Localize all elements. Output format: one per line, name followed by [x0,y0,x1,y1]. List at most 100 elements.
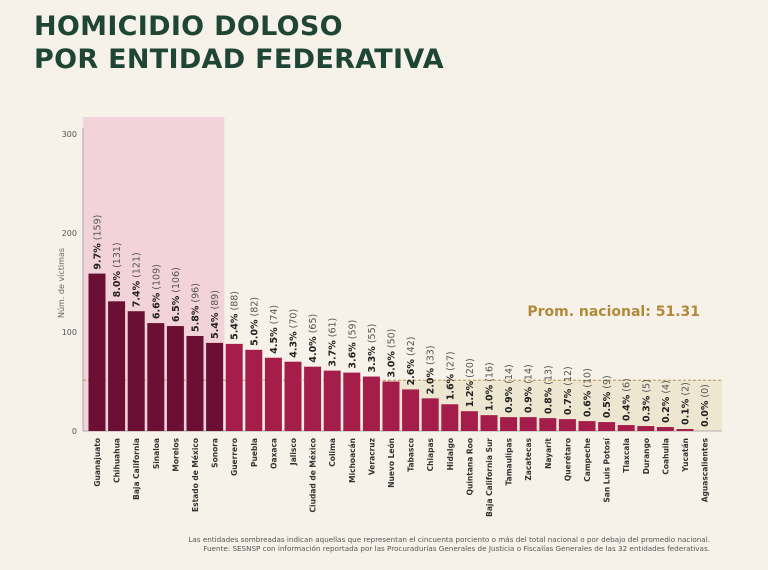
data-label: 4.0% (65) [308,314,319,363]
count-label: (59) [347,320,358,343]
percent-label: 0.4% [622,394,633,421]
count-label: (74) [269,305,280,328]
bar-chihuahua [108,301,126,431]
percent-label: 0.0% [700,400,711,427]
x-tick-label: Tabasco [407,438,416,472]
x-tick-label: Sonora [211,438,220,468]
count-label: (16) [485,362,496,385]
page-title: HOMICIDIO DOLOSO POR ENTIDAD FEDERATIVA [34,10,444,76]
percent-label: 0.2% [661,396,672,423]
count-label: (14) [504,364,515,387]
x-tick-label: Nuevo León [387,438,396,488]
count-label: (65) [308,314,319,337]
percent-label: 7.4% [132,280,143,307]
count-label: (131) [112,242,123,271]
percent-label: 0.5% [602,391,613,418]
count-label: (42) [406,337,417,360]
count-label: (4) [661,380,672,396]
bar-nuevo-león [382,381,400,431]
percent-label: 0.9% [524,386,535,413]
x-tick-label: Tlaxcala [622,438,631,473]
bar-zacatecas [519,417,537,431]
percent-label: 1.6% [445,373,456,400]
y-tick-label: 200 [62,229,77,238]
x-tick-label: Veracruz [367,438,376,475]
percent-label: 3.6% [347,342,358,369]
data-label: 0.8% (13) [543,365,554,414]
count-label: (106) [171,267,182,296]
percent-label: 6.6% [151,292,162,319]
count-label: (33) [426,345,437,368]
count-label: (50) [387,329,398,352]
count-label: (5) [641,379,652,395]
data-label: 8.0% (131) [112,242,123,297]
data-label: 1.6% (27) [445,351,456,400]
data-label: 0.2% (4) [661,380,672,423]
data-label: 5.4% (88) [230,291,241,340]
data-label: 1.0% (16) [485,362,496,411]
data-label: 5.4% (89) [210,290,221,339]
y-axis-label: Núm. de víctimas [57,248,66,318]
bar-nayarit [539,418,557,431]
percent-label: 3.3% [367,346,378,373]
bar-tamaulipas [500,417,518,431]
average-label: Prom. nacional: 51.31 [527,304,700,320]
bar-jalisco [284,361,302,431]
percent-label: 2.6% [406,359,417,386]
count-label: (6) [622,378,633,394]
data-label: 3.6% (59) [347,320,358,369]
data-label: 5.0% (82) [249,297,260,346]
x-tick-label: Guerrero [230,438,239,476]
x-tick-label: Aguascalientes [701,437,710,502]
count-label: (70) [289,309,300,332]
bar-guerrero [225,343,243,431]
x-tick-label: Querétaro [563,438,572,481]
count-label: (12) [563,366,574,389]
count-label: (88) [230,291,241,314]
data-label: 6.6% (109) [151,264,162,319]
y-tick-label: 100 [62,328,77,337]
data-label: 0.9% (14) [524,364,535,413]
data-label: 6.5% (106) [171,267,182,322]
percent-label: 4.0% [308,336,319,363]
bar-michoacán [343,372,361,431]
percent-label: 0.1% [681,398,692,425]
count-label: (0) [700,384,711,400]
x-tick-label: San Luis Potosí [603,438,612,503]
percent-label: 9.7% [93,243,104,270]
data-label: 3.0% (50) [387,329,398,378]
bar-morelos [166,326,184,431]
x-tick-label: Guanajuato [93,438,102,487]
bar-chiapas [421,398,439,431]
percent-label: 0.8% [543,387,554,414]
x-tick-label: Chiapas [426,437,435,471]
data-label: 3.7% (61) [328,318,339,367]
percent-label: 0.6% [583,390,594,417]
count-label: (55) [367,324,378,347]
data-label: 4.3% (70) [289,309,300,358]
x-tick-label: Ciudad de México [309,438,318,512]
percent-label: 4.3% [289,331,300,358]
data-label: 5.8% (96) [191,283,202,332]
bar-coahuila [656,427,674,431]
count-label: (159) [93,215,104,244]
count-label: (20) [465,358,476,381]
x-tick-label: Tamaulipas [505,437,514,485]
source-note: Fuente: SESNSP con información reportada… [203,544,710,553]
bar-estado-de-méxico [186,335,204,431]
data-label: 0.5% (9) [602,375,613,418]
title-line-2: POR ENTIDAD FEDERATIVA [34,44,444,75]
x-tick-label: Oaxaca [269,438,278,469]
x-tick-label: Durango [642,438,651,474]
count-label: (2) [681,382,692,398]
bar-san-luis-potosí [598,422,616,431]
bar-durango [637,426,655,431]
x-tick-label: Sinaloa [152,438,161,469]
bar-oaxaca [264,357,282,431]
data-label: 4.5% (74) [269,305,280,354]
data-label: 9.7% (159) [93,215,104,270]
bar-tabasco [402,389,420,431]
percent-label: 5.4% [210,312,221,339]
x-tick-label: Chihuahua [113,438,122,483]
